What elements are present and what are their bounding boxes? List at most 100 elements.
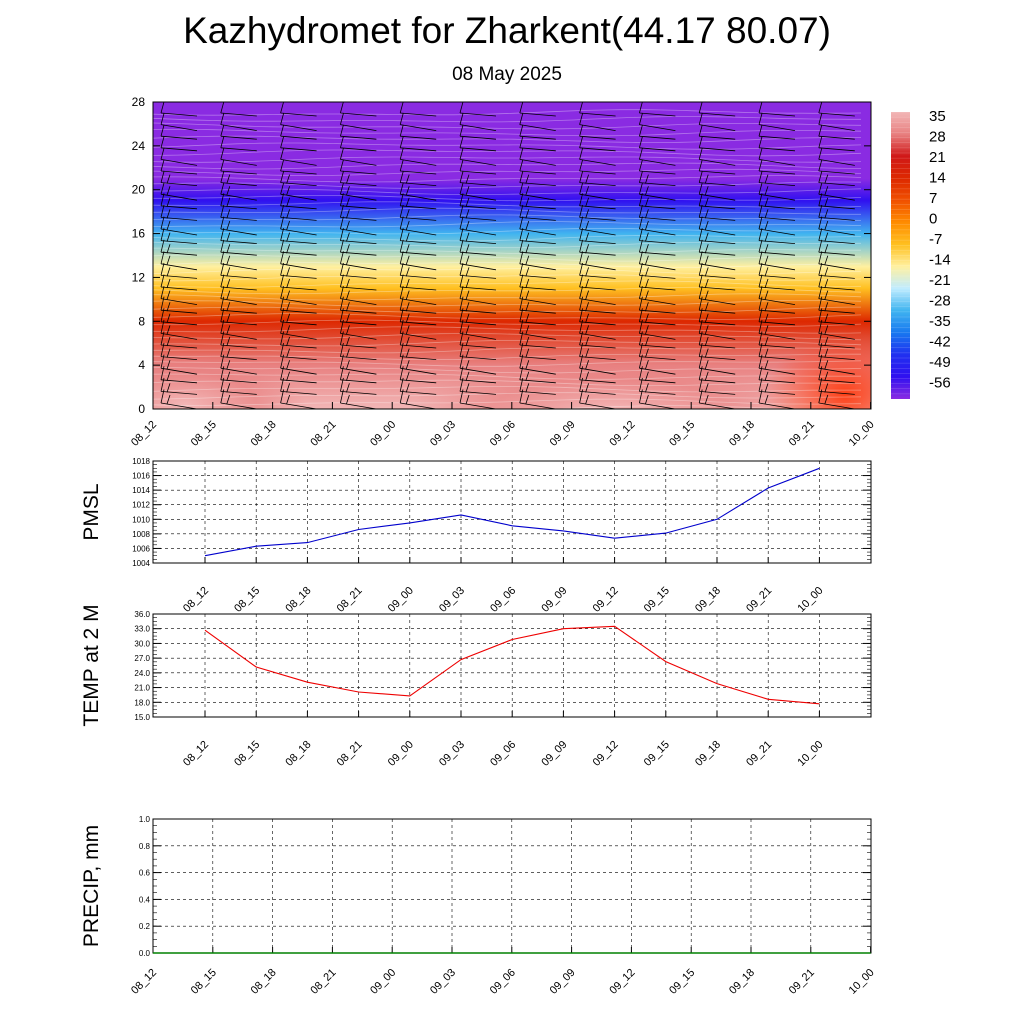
- y-axis-label: TEMP at 2 M: [80, 604, 103, 726]
- x-tick-label: 09_00: [386, 585, 416, 615]
- colorbar-label: -35: [929, 313, 951, 330]
- contour-line: [153, 149, 862, 157]
- wind-barb: [519, 204, 556, 221]
- x-tick-label: 09_00: [368, 419, 398, 449]
- wind-barb: [818, 102, 855, 117]
- x-tick-label: 08_12: [129, 419, 159, 449]
- wind-barb: [280, 113, 317, 131]
- wind-barb: [280, 286, 317, 305]
- wind-barb: [399, 204, 437, 221]
- y-tick-label: 0.8: [139, 842, 151, 851]
- wind-barb: [399, 182, 437, 201]
- x-tick-label: 08_21: [335, 585, 365, 615]
- wind-barb: [280, 228, 317, 244]
- wind-barb: [519, 102, 556, 117]
- wind-barb: [639, 113, 676, 131]
- contour-line: [153, 214, 862, 221]
- wind-barb: [459, 216, 497, 236]
- wind-barb: [220, 262, 257, 279]
- x-tick-label: 09_15: [667, 419, 697, 449]
- wind-barb: [818, 274, 855, 291]
- x-tick-label: 09_06: [488, 585, 518, 615]
- contour-line: [153, 405, 806, 409]
- wind-barb: [160, 216, 198, 236]
- wind-barb: [399, 124, 437, 140]
- wind-barb: [340, 251, 377, 271]
- x-tick-label: 09_03: [437, 585, 467, 615]
- contour-line: [153, 346, 862, 354]
- wind-barb: [818, 228, 855, 244]
- y-axis-label: PRECIP, mm: [80, 825, 103, 947]
- x-tick-label: 10_00: [847, 419, 877, 449]
- x-tick-label: 08_15: [189, 967, 219, 997]
- contour-line: [153, 333, 862, 341]
- contour-line: [153, 274, 862, 282]
- wind-barb: [160, 136, 198, 152]
- contour-line: [153, 116, 861, 123]
- wind-barb: [639, 286, 676, 305]
- temperature-panel: 0 4 8 12 16 20 24 28 08_12 08_15 08_18 08_21 09_00 09…: [129, 95, 877, 449]
- wind-barb: [579, 262, 616, 279]
- wind-barb: [160, 124, 198, 140]
- wind-barb: [698, 159, 736, 175]
- wind-barb: [340, 274, 377, 291]
- x-tick-label: 10_00: [795, 585, 825, 615]
- contour-line: [153, 306, 861, 313]
- contour-line: [153, 162, 862, 170]
- warm-blob: [153, 350, 305, 409]
- wind-barb: [459, 102, 497, 117]
- y-tick-label: 1010: [132, 515, 150, 524]
- wind-barb: [758, 251, 796, 271]
- colorbar-label: 35: [929, 108, 946, 125]
- x-tick-label: 08_18: [283, 739, 313, 769]
- wind-barb: [639, 136, 676, 152]
- y-tick-label: 0.6: [139, 869, 151, 878]
- wind-barb: [818, 113, 855, 131]
- temperature-field: [153, 102, 871, 409]
- wind-barb: [280, 193, 317, 210]
- x-tick-label: 08_15: [232, 585, 262, 615]
- wind-barb: [280, 124, 317, 140]
- wind-barb: [758, 193, 796, 210]
- contour-line: [153, 207, 861, 215]
- wind-barb: [160, 148, 198, 166]
- y-tick-label: 1012: [132, 501, 150, 510]
- contour-line: [153, 156, 862, 163]
- wind-barb: [579, 239, 616, 256]
- wind-barb: [758, 171, 796, 186]
- y-tick-label: 0: [138, 402, 145, 416]
- wind-barb: [579, 216, 616, 236]
- wind-barb: [160, 286, 198, 305]
- wind-barb: [818, 216, 855, 236]
- precip-panel: 0.0 0.2 0.4 0.6 0.8 1.0 08_12 08_15 08_18 08_21 09…: [80, 815, 877, 997]
- wind-barb: [220, 251, 257, 271]
- y-tick-label: 1004: [132, 559, 150, 568]
- wind-barb: [698, 193, 736, 210]
- wind-barb: [579, 148, 616, 166]
- wind-barb: [698, 286, 736, 305]
- x-tick-label: 09_21: [787, 967, 817, 997]
- wind-barb: [818, 204, 855, 221]
- y-tick-label: 1006: [132, 544, 150, 553]
- wind-barb: [639, 251, 676, 271]
- wind-barb: [160, 171, 198, 186]
- contour-line: [153, 268, 862, 275]
- wind-barb: [459, 251, 497, 271]
- wind-barb: [818, 182, 855, 201]
- wind-barb: [639, 182, 676, 201]
- wind-barb: [459, 148, 497, 166]
- contour-line: [153, 168, 862, 177]
- wind-barb: [698, 251, 736, 271]
- wind-barb: [220, 204, 257, 221]
- wind-barb: [160, 193, 198, 210]
- wind-barb: [519, 136, 556, 152]
- colorbar-label: 21: [929, 149, 946, 166]
- x-tick-label: 09_12: [591, 585, 621, 615]
- contour-line: [153, 280, 862, 288]
- wind-barb: [579, 113, 616, 131]
- wind-barb: [280, 182, 317, 201]
- wind-barb: [519, 148, 556, 166]
- y-tick-label: 18.0: [134, 698, 150, 707]
- colorbar-label: 7: [929, 190, 937, 207]
- wind-barb: [519, 286, 556, 305]
